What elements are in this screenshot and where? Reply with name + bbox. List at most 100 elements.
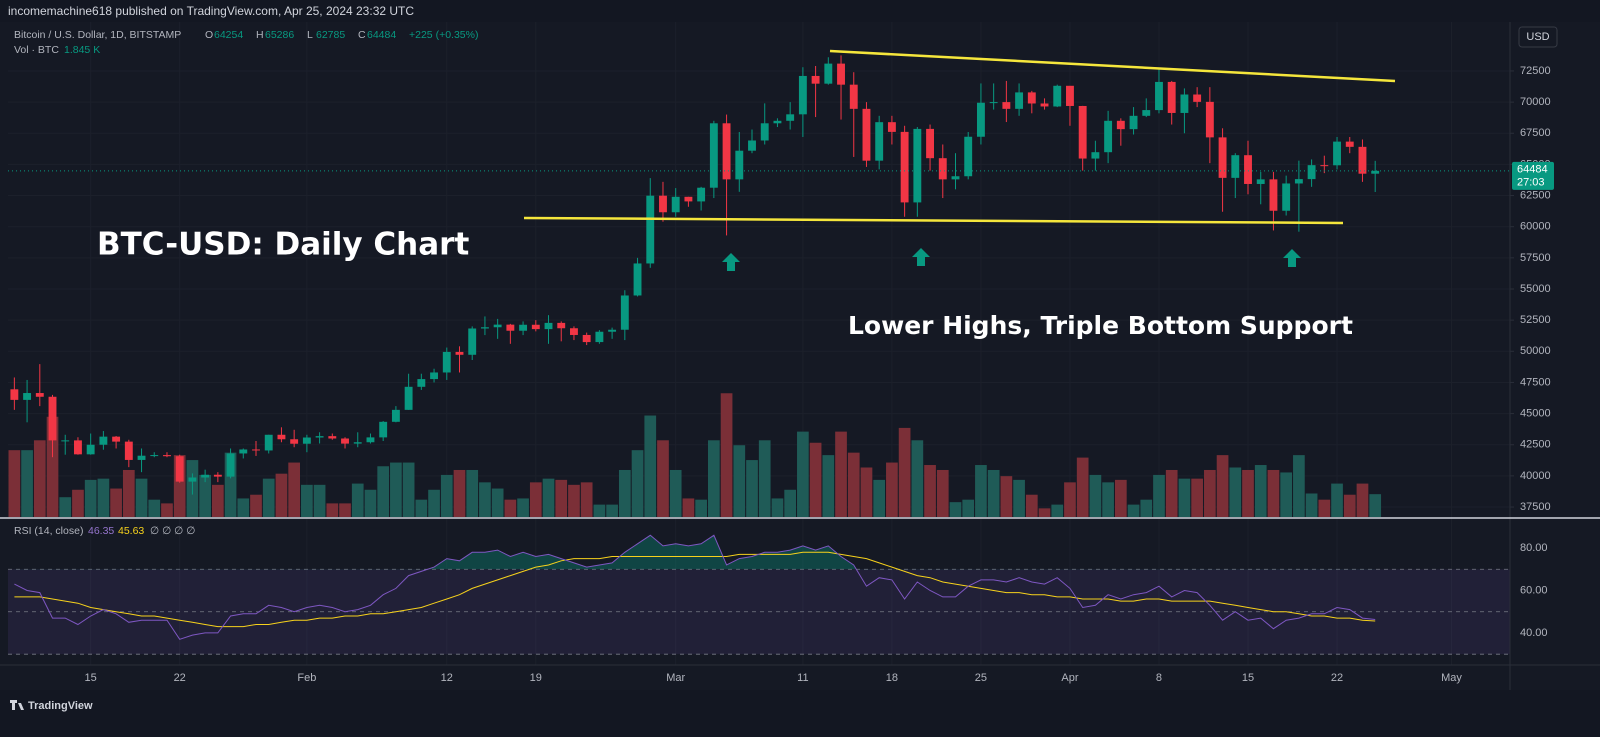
candle-body — [659, 195, 667, 213]
rsi-legend-value: 46.35 — [88, 525, 114, 537]
volume-bar — [288, 462, 301, 517]
candle-body — [811, 75, 820, 84]
volume-bar — [275, 473, 288, 517]
volume-bar — [46, 416, 59, 517]
volume-bar — [479, 482, 491, 517]
currency-button[interactable] — [1518, 26, 1558, 48]
volume-bar — [8, 450, 21, 517]
volume-bar — [326, 503, 339, 517]
candle-body — [74, 440, 82, 455]
candle-body — [938, 158, 947, 180]
brand-logo — [10, 700, 24, 710]
candle-body — [887, 122, 896, 132]
candle-body — [1345, 141, 1354, 147]
volume-bar — [720, 393, 733, 517]
rsi-tick-label: 80.00 — [1520, 542, 1548, 554]
x-tick-label: 18 — [886, 672, 898, 684]
x-tick-label: 22 — [1331, 672, 1343, 684]
candle-body — [646, 195, 655, 264]
candle-body — [531, 324, 540, 330]
rsi-line — [14, 534, 1376, 640]
rsi-lines — [14, 534, 1376, 640]
candle-body — [1015, 92, 1024, 109]
ohlc-key: C — [358, 29, 366, 41]
x-tick-label: 15 — [1242, 672, 1254, 684]
candle-body — [35, 393, 44, 397]
volume-bar — [97, 478, 110, 517]
candle-body — [1104, 120, 1113, 153]
volume-bar — [377, 466, 390, 517]
candle-body — [417, 379, 426, 387]
volume-bar — [1089, 474, 1102, 517]
x-tick-label: 12 — [441, 672, 453, 684]
x-tick-label: May — [1441, 672, 1462, 684]
y-tick-label: 50000 — [1520, 345, 1551, 357]
volume-bar — [682, 498, 695, 517]
candle-body — [735, 150, 744, 180]
volume-bar — [1178, 478, 1191, 517]
rsi-background — [8, 568, 1510, 655]
volume-bar — [1242, 469, 1254, 517]
volume-bar — [669, 469, 682, 517]
candle-body — [366, 437, 375, 443]
candle-body — [1320, 165, 1329, 167]
volume-bar — [555, 479, 568, 517]
currency-label: USD — [1526, 31, 1549, 43]
candle-body — [709, 123, 718, 188]
candle-body — [544, 322, 553, 330]
ohlc-key: O — [205, 29, 213, 41]
candle-body — [926, 128, 935, 159]
volume-bar — [161, 503, 173, 517]
candle-body — [1091, 152, 1100, 159]
volume-bar — [1051, 504, 1064, 517]
support-trendline — [523, 216, 1344, 225]
volume-bar — [708, 440, 720, 517]
volume-bar — [936, 469, 949, 517]
volume-bar — [987, 469, 1000, 517]
candle-body — [837, 63, 845, 85]
candle-body — [862, 108, 871, 161]
candle-body — [620, 295, 629, 330]
volume-bar — [1267, 469, 1280, 517]
volume-bar — [568, 484, 580, 517]
resistance-trendline — [829, 49, 1396, 83]
price-tag-box — [1512, 161, 1554, 190]
volume-bar — [733, 445, 746, 517]
volume-bar — [975, 465, 987, 517]
volume-bar — [1343, 494, 1356, 517]
volume-bar — [924, 465, 936, 517]
x-tick-label: 11 — [797, 672, 808, 684]
volume-bar — [1153, 474, 1165, 517]
volume-bar — [301, 484, 313, 517]
candle-body — [404, 386, 413, 410]
volume-bar — [949, 502, 962, 517]
volume-bar — [542, 478, 555, 517]
rsi-ma-legend-value: 45.63 — [118, 525, 144, 537]
volume-bar — [351, 483, 364, 517]
candle-body — [798, 75, 807, 115]
volume-bar — [1025, 494, 1038, 517]
y-tick-label: 57500 — [1520, 252, 1551, 264]
volume-bar — [1318, 499, 1331, 517]
x-tick-label: Mar — [666, 672, 685, 684]
candles — [8, 55, 1510, 495]
candle-body — [671, 196, 680, 213]
y-tick-label: 72500 — [1520, 65, 1551, 77]
chart-annotation-title: BTC-USD: Daily Chart — [97, 227, 469, 263]
candle-body — [1040, 103, 1049, 107]
y-tick-label: 42500 — [1520, 439, 1551, 451]
volume-bar — [1305, 493, 1318, 517]
candle-body — [570, 328, 578, 335]
volume-bar — [390, 462, 402, 517]
y-tick-label: 47500 — [1520, 376, 1551, 388]
volume-bar — [1293, 455, 1305, 517]
volume-bar — [59, 497, 72, 517]
y-tick-label: 70000 — [1520, 96, 1551, 108]
support-arrow — [722, 253, 740, 271]
candle-body — [900, 131, 909, 203]
price-tag-countdown: 27:03 — [1517, 177, 1545, 189]
volume-bar — [173, 455, 186, 517]
volume-bar — [784, 489, 797, 517]
candle-body — [23, 393, 32, 400]
volume-bar — [1127, 504, 1140, 517]
